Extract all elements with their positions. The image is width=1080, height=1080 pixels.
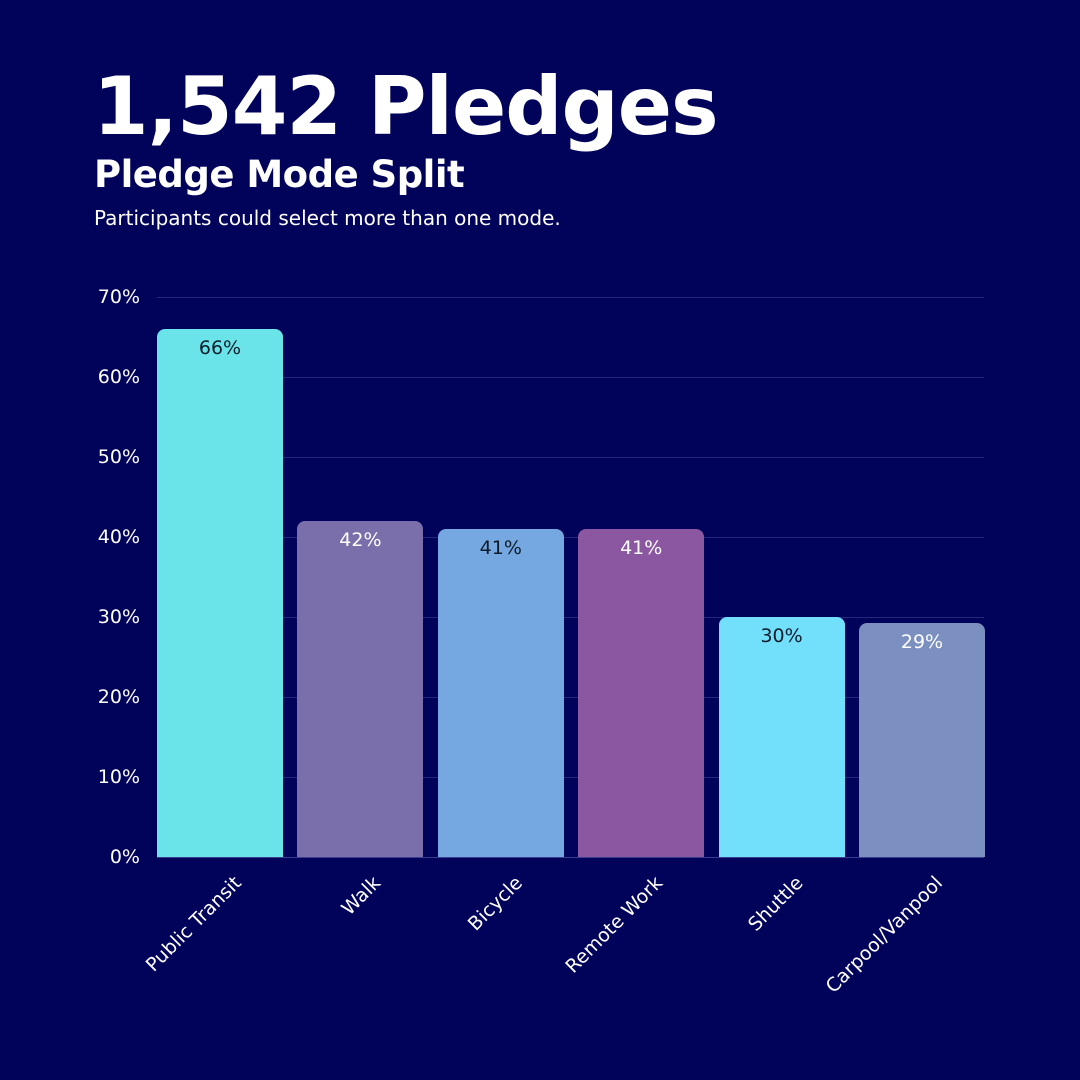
y-axis-tick: 70%	[97, 286, 140, 308]
y-axis-tick: 60%	[97, 366, 140, 388]
bar-value-label: 66%	[198, 337, 242, 359]
x-axis-label: Public Transit	[141, 872, 246, 977]
x-axis-label: Walk	[337, 872, 386, 920]
bar-value-label: 41%	[479, 537, 522, 559]
y-axis-tick: 0%	[109, 846, 140, 868]
headline: 1,542 Pledges	[93, 60, 719, 153]
gridline	[157, 537, 984, 538]
x-axis-label: Carpool/Vanpool	[821, 872, 948, 998]
bar-bicycle: 41%	[437, 529, 564, 857]
y-axis-tick: 50%	[97, 446, 140, 468]
gridline	[157, 617, 984, 618]
gridline	[157, 697, 984, 698]
gridline	[157, 457, 984, 458]
y-axis-tick: 20%	[97, 686, 140, 708]
chart-title: Pledge Mode Split	[94, 153, 465, 196]
bar-remote-work: 41%	[578, 529, 705, 857]
gridline	[157, 377, 984, 378]
bar-carpool-vanpool: 29%	[859, 623, 985, 857]
bar-value-label: 29%	[900, 631, 944, 653]
bar-shuttle: 30%	[718, 617, 845, 857]
x-axis-label: Remote Work	[561, 872, 668, 978]
bar-value-label: 30%	[760, 625, 803, 647]
bar-value-label: 42%	[339, 529, 382, 551]
x-axis-baseline	[157, 857, 984, 858]
x-axis-label: Shuttle	[743, 872, 808, 936]
y-axis-tick: 10%	[97, 766, 140, 788]
bar-value-label: 41%	[620, 537, 663, 559]
bar-public-transit: 66%	[157, 329, 283, 857]
gridline	[157, 297, 984, 298]
gridline	[157, 777, 984, 778]
chart-note: Participants could select more than one …	[94, 206, 561, 230]
x-axis-label: Bicycle	[463, 872, 527, 936]
bar-walk: 42%	[297, 521, 424, 857]
y-axis-tick: 40%	[97, 526, 140, 548]
y-axis-tick: 30%	[97, 606, 140, 628]
